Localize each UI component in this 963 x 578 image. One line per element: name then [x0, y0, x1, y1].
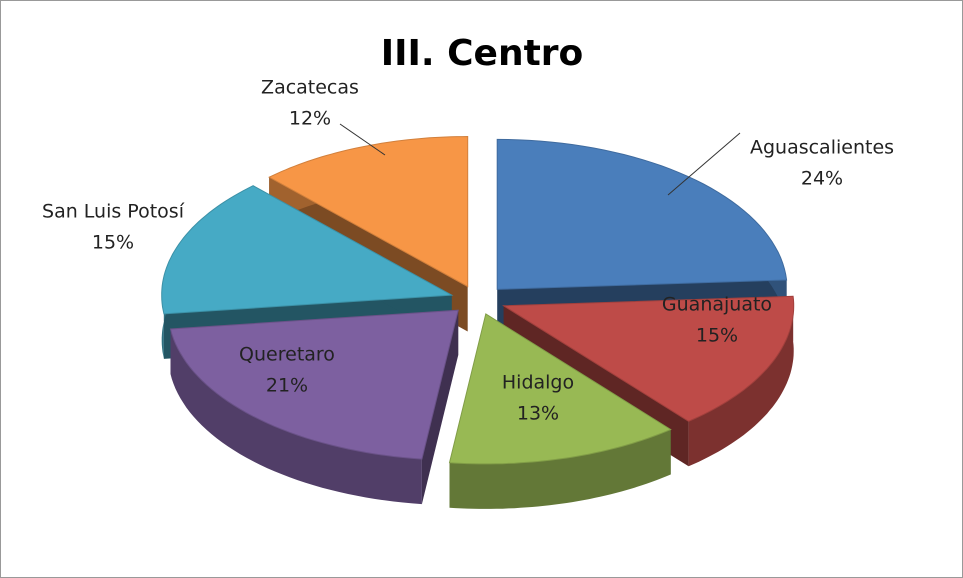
slice	[169, 309, 459, 460]
slice	[161, 185, 454, 315]
slice-value-label: 21%	[266, 375, 308, 397]
slice-value-label: 15%	[696, 325, 738, 347]
slice-label: Zacatecas	[261, 77, 359, 99]
slice-side	[170, 329, 422, 505]
slice-value-label: 13%	[517, 403, 559, 425]
slice	[268, 135, 469, 288]
slice	[448, 313, 672, 509]
slice	[502, 295, 795, 422]
slice	[448, 313, 672, 465]
slice-label: Hidalgo	[502, 372, 574, 394]
slice-value-label: 15%	[92, 232, 134, 254]
slice-side	[421, 310, 459, 505]
chart-title: III. Centro	[381, 33, 584, 74]
leader-line	[339, 123, 386, 156]
slice-value-label: 12%	[289, 108, 331, 130]
leader-line	[667, 132, 741, 196]
slice-label: Queretaro	[239, 344, 335, 366]
slice-label: Guanajuato	[662, 294, 772, 316]
slice-label: Aguascalientes	[750, 137, 894, 159]
slice-value-label: 24%	[801, 168, 843, 190]
slice-label: San Luis Potosí	[42, 201, 185, 223]
slice	[169, 309, 459, 505]
slice	[496, 138, 788, 290]
slice-side	[688, 296, 794, 467]
slice-side	[449, 429, 671, 509]
